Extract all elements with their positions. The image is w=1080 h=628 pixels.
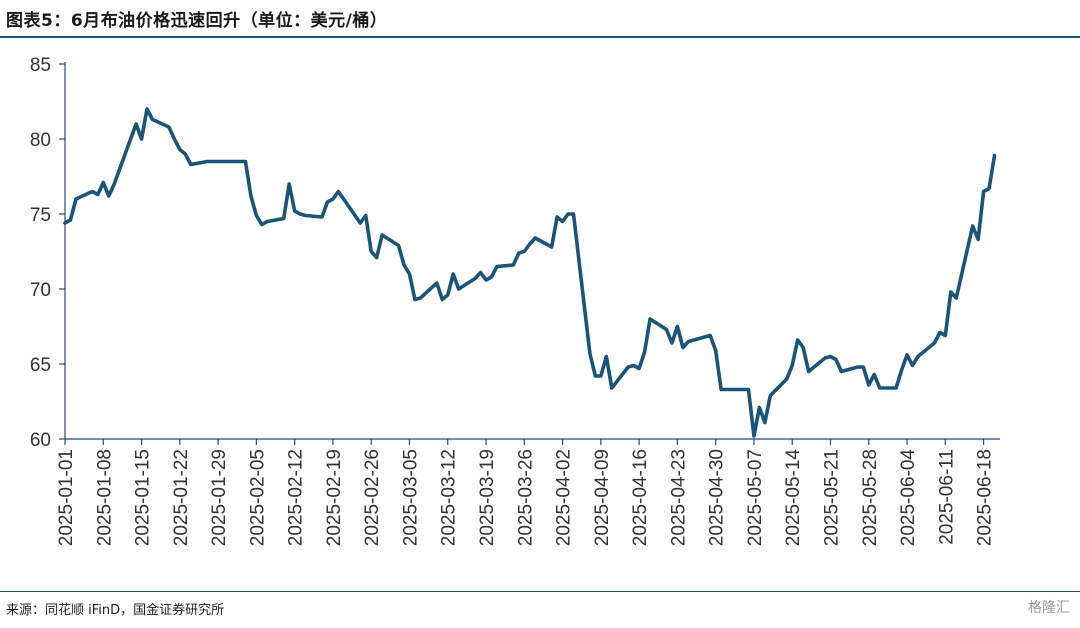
y-tick-label: 60: [30, 430, 51, 451]
x-tick-label: 2025-03-26: [515, 449, 536, 546]
x-axis: 2025-01-01 2025-01-08 2025-01-15 2025-01-22…: [56, 438, 1000, 547]
y-axis: 60 65 70 75 80 85: [30, 55, 66, 451]
x-tick-label: 2025-02-05: [247, 449, 268, 546]
title-rule: [0, 36, 1080, 38]
y-tick-label: 75: [30, 205, 51, 226]
x-tick-label: 2025-05-21: [821, 449, 842, 546]
x-tick-label: 2025-01-22: [171, 449, 192, 546]
x-tick-label: 2025-04-09: [592, 449, 613, 546]
x-tick-label: 2025-02-12: [286, 449, 307, 546]
watermark-logo: 格隆汇: [1028, 600, 1070, 616]
x-tick-label: 2025-01-08: [94, 449, 115, 546]
x-tick-label: 2025-05-07: [745, 449, 766, 546]
y-tick-label: 80: [30, 130, 51, 151]
series-line: [63, 107, 997, 438]
x-tick-label: 2025-03-12: [439, 449, 460, 546]
x-tick-label: 2025-01-29: [209, 449, 230, 546]
footer-rule: [0, 591, 1080, 592]
x-tick-label: 2025-04-30: [707, 449, 728, 546]
x-tick-label: 2025-05-14: [783, 449, 804, 547]
y-tick-label: 70: [30, 280, 51, 301]
figure-title: 图表5：6月布油价格迅速回升（单位：美元/桶）: [6, 11, 388, 31]
x-tick-label: 2025-02-26: [362, 449, 383, 546]
x-tick-label: 2025-06-04: [898, 449, 919, 547]
y-tick-label: 85: [30, 55, 51, 76]
source-note: 来源：同花顺 iFinD，国金证券研究所: [6, 603, 225, 618]
x-tick-label: 2025-04-16: [630, 449, 651, 546]
x-tick-label: 2025-03-05: [400, 449, 421, 546]
x-tick-label: 2025-02-19: [324, 449, 345, 546]
x-tick-label: 2025-04-23: [668, 449, 689, 546]
x-tick-label: 2025-01-01: [56, 449, 77, 546]
series-group: [63, 107, 997, 438]
y-tick-label: 65: [30, 355, 51, 376]
x-tick-label: 2025-06-11: [936, 449, 957, 545]
x-tick-label: 2025-04-02: [554, 449, 575, 546]
x-tick-label: 2025-01-15: [133, 449, 154, 546]
x-tick-label: 2025-06-18: [975, 449, 996, 546]
x-tick-label: 2025-05-28: [860, 449, 881, 546]
x-tick-label: 2025-03-19: [477, 449, 498, 546]
